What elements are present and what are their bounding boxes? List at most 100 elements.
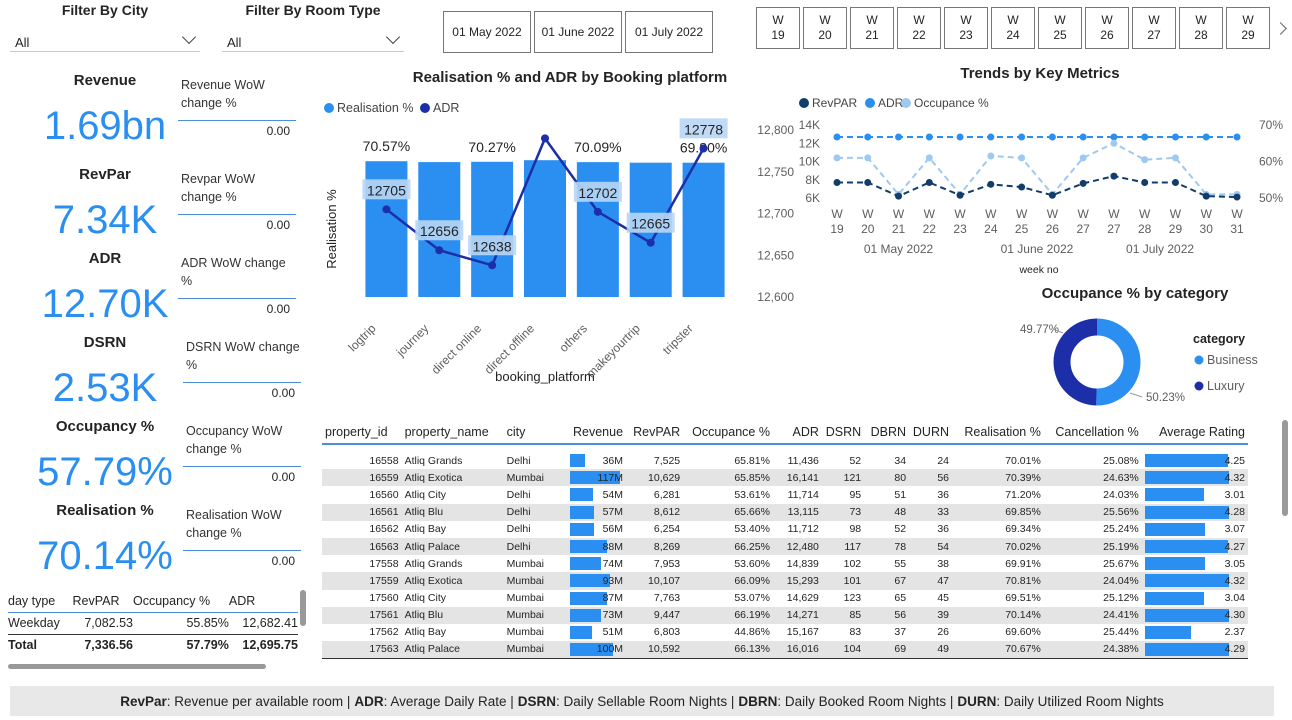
room-type-dropdown[interactable]: All (222, 28, 404, 52)
revpar-point[interactable] (1233, 193, 1241, 201)
adr-point[interactable] (488, 261, 497, 270)
week-button[interactable]: W 22 (897, 7, 941, 49)
city-dropdown[interactable]: All (10, 28, 200, 52)
table-row[interactable]: 17558 Atliq Grands Mumbai 74M 7,953 53.60% 14,… (322, 555, 1248, 573)
adr-point[interactable] (895, 133, 903, 141)
revpar-point[interactable] (956, 191, 964, 199)
week-button[interactable]: W 26 (1085, 7, 1129, 49)
occupance-point[interactable] (1171, 154, 1179, 162)
adr-point[interactable] (1202, 133, 1210, 141)
table-cell: 17562 (322, 624, 402, 641)
vertical-scrollbar[interactable] (1282, 420, 1288, 516)
week-button[interactable]: W 23 (944, 7, 988, 49)
table-row[interactable]: 16559 Atliq Exotica Mumbai 117M 10,629 65.85%… (322, 469, 1248, 487)
revpar-point[interactable] (925, 178, 933, 186)
glossary-term: ADR (354, 693, 384, 709)
table-cell: 36M (567, 452, 626, 469)
week-button[interactable]: W 21 (850, 7, 894, 49)
adr-point[interactable] (541, 134, 549, 143)
table-row[interactable]: 16558 Atliq Grands Delhi 36M 7,525 65.81% 11,4… (322, 452, 1248, 470)
adr-point[interactable] (1110, 133, 1118, 141)
adr-point[interactable] (956, 133, 964, 141)
adr-point[interactable] (646, 238, 655, 247)
table-row[interactable]: 17561 Atliq Blu Mumbai 73M 9,447 66.19% 14,271… (322, 606, 1248, 624)
occupance-point[interactable] (1141, 156, 1149, 164)
daytype-cell: 12,682.41 (242, 616, 298, 630)
table-row[interactable]: 16563 Atliq Palace Delhi 88M 8,269 66.25% 12,4… (322, 537, 1248, 556)
date-button[interactable]: 01 July 2022 (625, 11, 713, 53)
revpar-point[interactable] (895, 192, 903, 200)
date-button[interactable]: 01 May 2022 (443, 11, 531, 53)
adr-point[interactable] (864, 133, 872, 141)
realisation-bar[interactable] (682, 162, 725, 297)
table-row[interactable]: 16561 Atliq Blu Delhi 57M 8,612 65.66% 13,115 7… (322, 503, 1248, 521)
table-row[interactable]: 17560 Atliq City Mumbai 87M 7,763 53.07% 14,62… (322, 589, 1248, 607)
revpar-point[interactable] (1141, 178, 1149, 186)
table-header[interactable]: DURN (912, 424, 949, 439)
table-row[interactable]: 17559 Atliq Exotica Mumbai 93M 10,107 66.09% 1… (322, 572, 1248, 590)
donut-slice[interactable] (1053, 318, 1141, 406)
revpar-point[interactable] (1110, 172, 1118, 180)
date-button[interactable]: 01 June 2022 (534, 11, 622, 53)
occupance-point[interactable] (833, 154, 841, 162)
revpar-point[interactable] (864, 178, 872, 186)
adr-point[interactable] (1079, 133, 1087, 141)
adr-point[interactable] (699, 144, 708, 153)
table-header[interactable]: DSRN (825, 424, 862, 439)
adr-point[interactable] (1018, 133, 1026, 141)
adr-point[interactable] (833, 133, 841, 141)
revpar-point[interactable] (833, 178, 841, 186)
cell-text: 25.08% (1103, 454, 1139, 467)
table-row[interactable]: 16562 Atliq Bay Delhi 56M 6,254 53.40% 11,712 9… (322, 520, 1248, 538)
week-button[interactable]: W 29 (1226, 7, 1270, 49)
revpar-point[interactable] (987, 180, 995, 188)
week-button[interactable]: W 24 (991, 7, 1035, 49)
week-button[interactable]: W 20 (803, 7, 847, 49)
revpar-point[interactable] (1202, 192, 1210, 200)
adr-point[interactable] (382, 205, 391, 214)
table-header[interactable]: ADR (792, 424, 819, 439)
occupance-point[interactable] (1079, 154, 1087, 162)
revpar-point[interactable] (1018, 183, 1026, 191)
table-cell: Delhi (504, 538, 567, 555)
horizontal-scrollbar[interactable] (8, 664, 266, 669)
table-header[interactable]: property_name (404, 424, 489, 439)
adr-point[interactable] (1141, 133, 1149, 141)
adr-point[interactable] (1171, 133, 1179, 141)
table-header[interactable]: Average Rating (1159, 424, 1245, 439)
vertical-scrollbar[interactable] (300, 590, 306, 626)
table-header[interactable]: RevPAR (633, 424, 681, 439)
occupance-point[interactable] (864, 154, 872, 162)
table-row[interactable]: 16560 Atliq City Delhi 54M 6,281 53.61% 11,714… (322, 486, 1248, 504)
adr-point[interactable] (593, 207, 602, 216)
week-button[interactable]: W 28 (1179, 7, 1223, 49)
table-header[interactable]: Realisation % (964, 424, 1041, 439)
table-header[interactable]: property_id (325, 424, 388, 439)
revpar-point[interactable] (1079, 179, 1087, 187)
occupance-point[interactable] (987, 152, 995, 160)
table-row[interactable]: 17563 Atliq Palace Mumbai 100M 10,592 66.13% 1… (322, 641, 1248, 659)
adr-point[interactable] (987, 133, 995, 141)
table-header[interactable]: Occupance % (692, 424, 770, 439)
adr-point[interactable] (925, 133, 933, 141)
revpar-point[interactable] (1048, 191, 1056, 199)
donut-slice[interactable] (1053, 318, 1141, 406)
table-cell: 36 (909, 521, 952, 538)
occupance-point[interactable] (1110, 139, 1118, 147)
adr-point[interactable] (1233, 133, 1241, 141)
chevron-right-icon[interactable] (1274, 22, 1287, 35)
table-header[interactable]: DBRN (870, 424, 907, 439)
occupance-point[interactable] (925, 154, 933, 162)
occupance-point[interactable] (1018, 154, 1026, 162)
table-header[interactable]: Cancellation % (1055, 424, 1139, 439)
adr-point[interactable] (435, 246, 444, 255)
table-row[interactable]: 17562 Atliq Bay Mumbai 51M 6,803 44.86% 15,167… (322, 623, 1248, 642)
week-button[interactable]: W 25 (1038, 7, 1082, 49)
table-header[interactable]: city (506, 424, 526, 439)
week-button[interactable]: W 19 (756, 7, 800, 49)
week-button[interactable]: W 27 (1132, 7, 1176, 49)
revpar-point[interactable] (1171, 178, 1179, 186)
adr-point[interactable] (1048, 133, 1056, 141)
realisation-bar[interactable] (524, 160, 566, 297)
table-header[interactable]: Revenue (572, 424, 624, 439)
